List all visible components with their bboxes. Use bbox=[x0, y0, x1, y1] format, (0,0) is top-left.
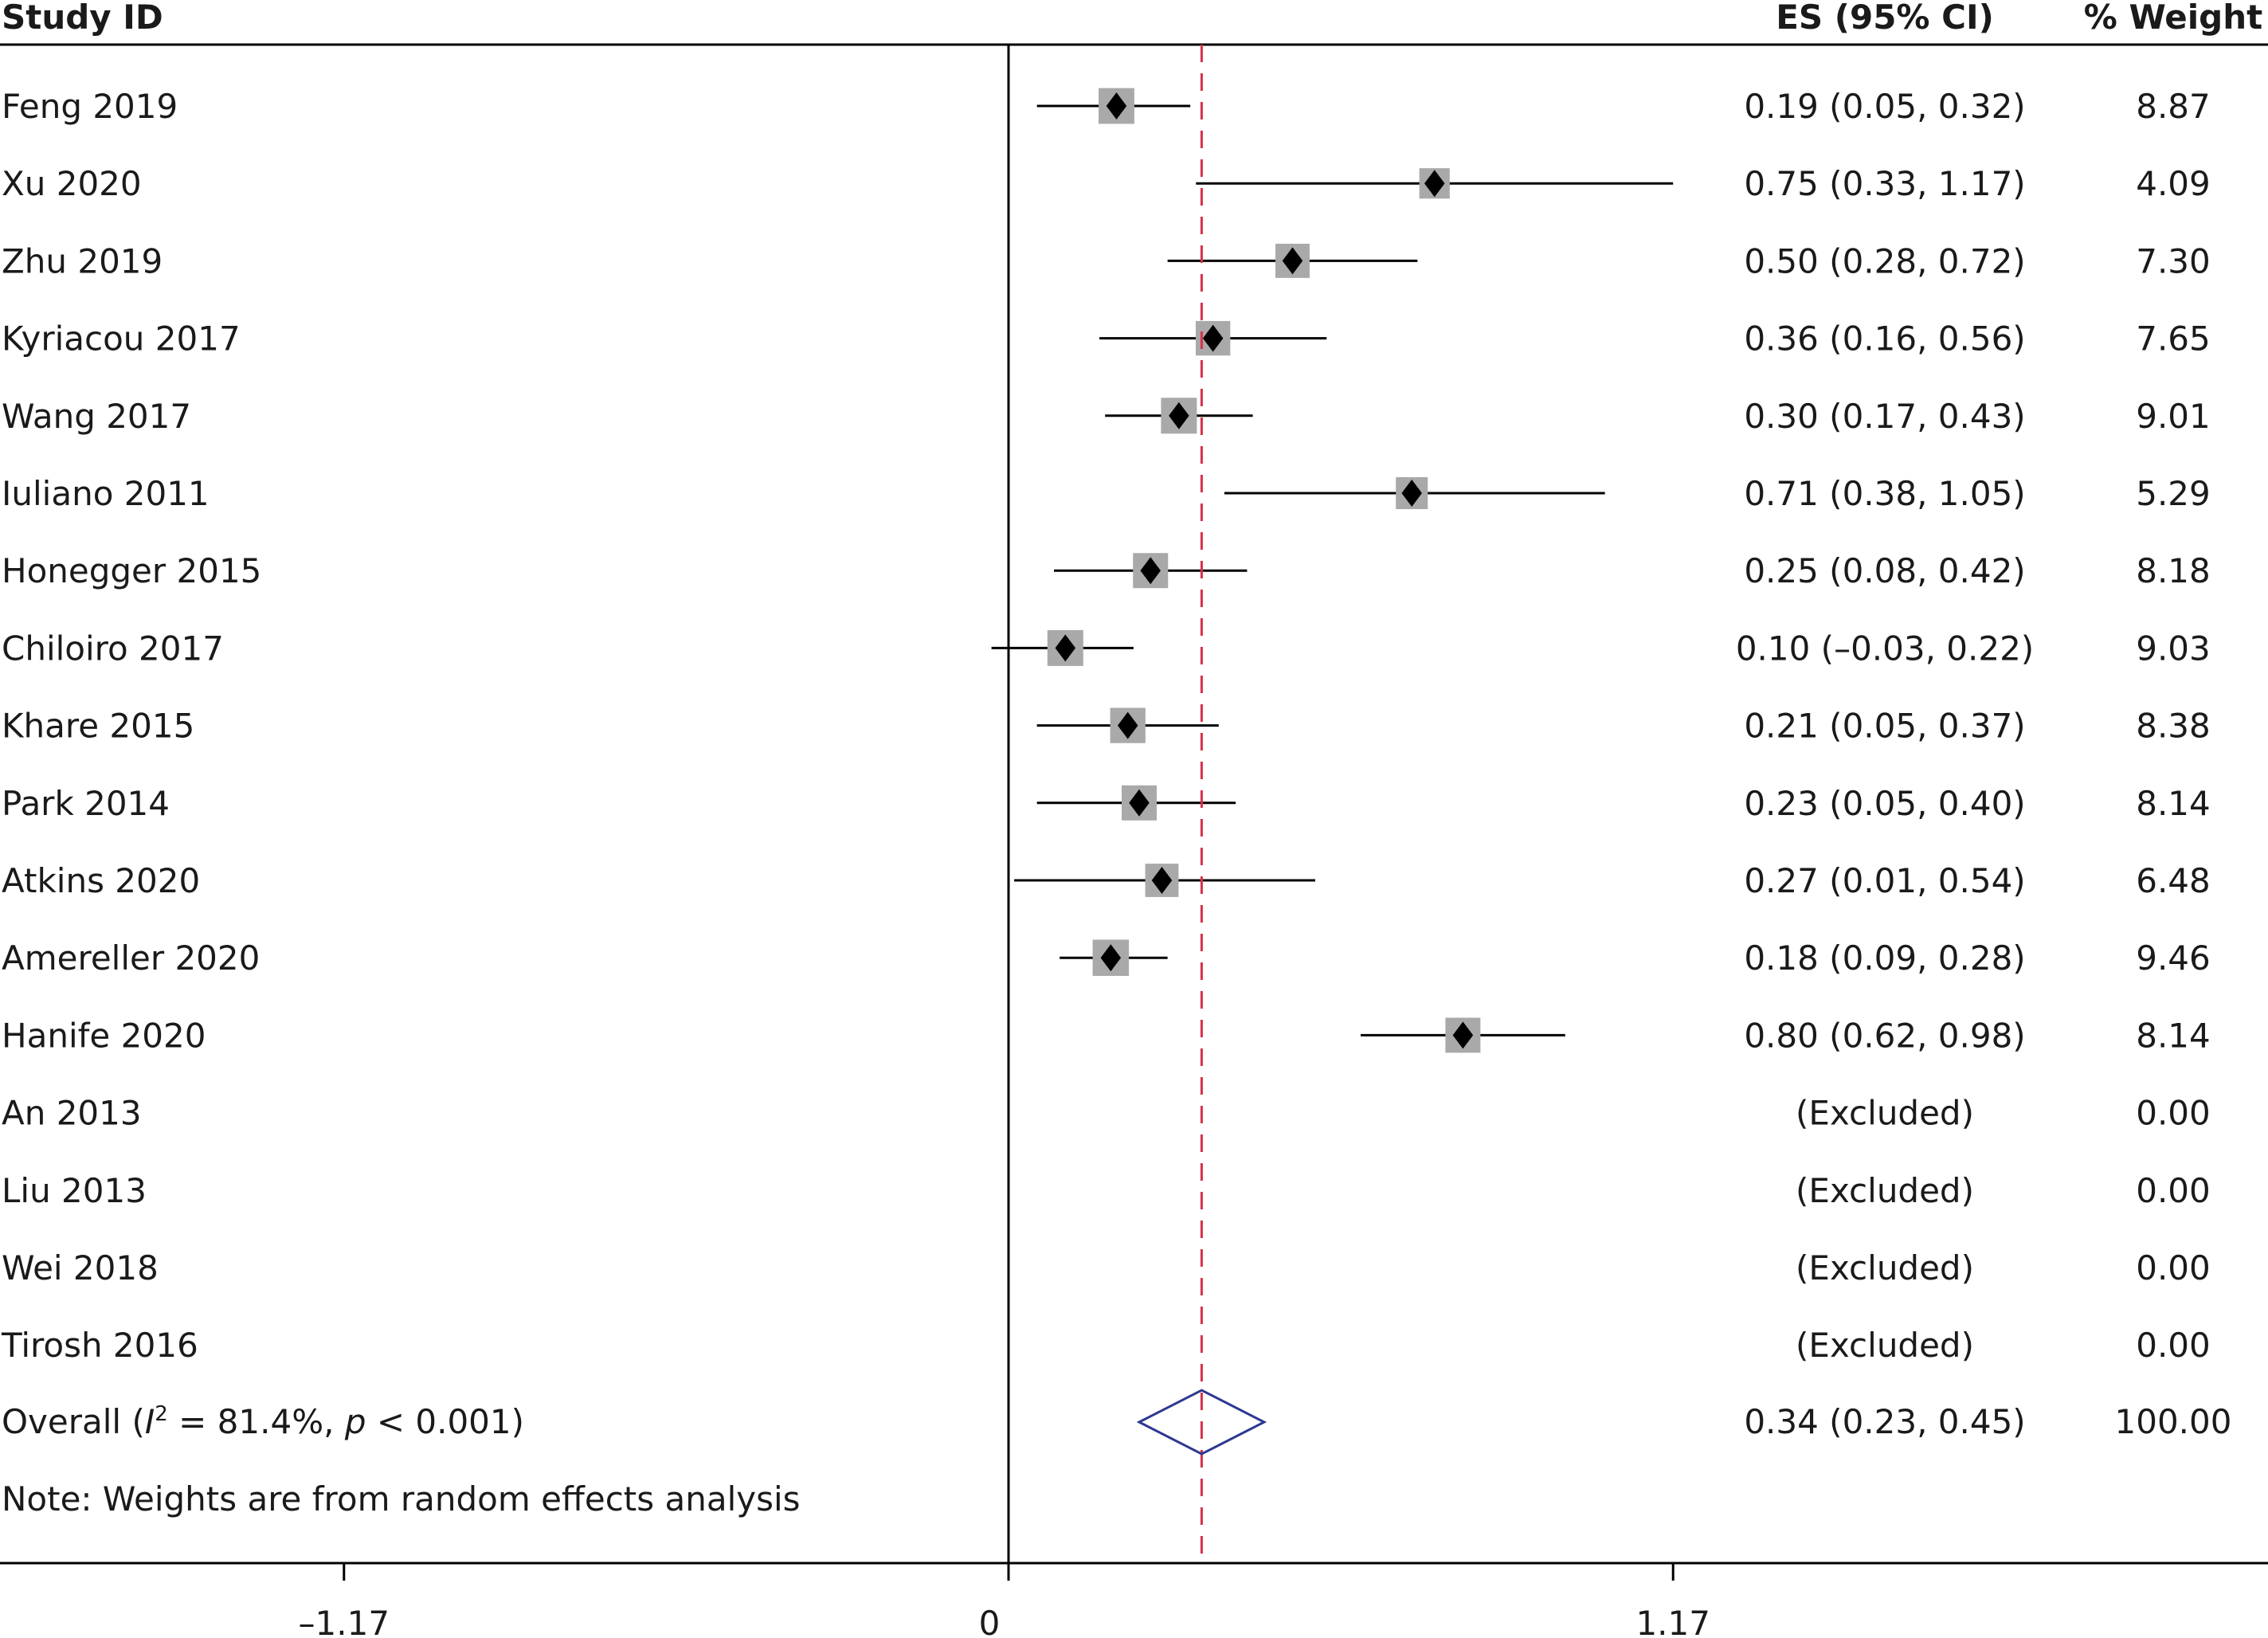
study-weight-text: 4.09 bbox=[2136, 164, 2211, 203]
study-ci-text: 0.19 (0.05, 0.32) bbox=[1744, 87, 2025, 126]
study-weight-text: 8.18 bbox=[2136, 551, 2211, 590]
study-rows: Feng 2019 0.19 (0.05, 0.32) 8.87 Xu 2020 0.7… bbox=[1, 87, 2211, 1365]
study-label: Iuliano 2011 bbox=[2, 474, 210, 513]
study-ci-text: 0.75 (0.33, 1.17) bbox=[1744, 164, 2025, 203]
study-label: Khare 2015 bbox=[2, 707, 194, 746]
overall-weight-text: 100.00 bbox=[2115, 1402, 2232, 1441]
header-study-id: Study ID bbox=[2, 0, 163, 37]
study-weight-text: 9.46 bbox=[2136, 939, 2211, 978]
chart-marks bbox=[991, 88, 1674, 1053]
study-label: Kyriacou 2017 bbox=[2, 319, 241, 359]
study-label: Wang 2017 bbox=[2, 397, 191, 436]
study-ci-text: 0.71 (0.38, 1.05) bbox=[1744, 474, 2025, 513]
study-label: Hanife 2020 bbox=[2, 1016, 206, 1055]
weights-note: Note: Weights are from random effects an… bbox=[2, 1479, 801, 1518]
overall-label-sup: 2 bbox=[155, 1402, 168, 1426]
point-estimate-marker bbox=[1129, 789, 1150, 817]
study-ci-text: 0.50 (0.28, 0.72) bbox=[1744, 241, 2025, 280]
x-tick-label: 0 bbox=[979, 1604, 1001, 1638]
study-weight-text: 8.14 bbox=[2136, 1016, 2211, 1055]
study-ci-text: 0.21 (0.05, 0.37) bbox=[1744, 707, 2025, 746]
point-estimate-marker bbox=[1055, 634, 1076, 662]
study-ci-text: 0.10 (–0.03, 0.22) bbox=[1736, 629, 2034, 668]
study-ci-text: 0.30 (0.17, 0.43) bbox=[1744, 397, 2025, 436]
study-weight-text: 7.65 bbox=[2136, 319, 2211, 359]
overall-label: Overall (I2 = 81.4%, p < 0.001) bbox=[2, 1402, 524, 1441]
study-label: Park 2014 bbox=[2, 784, 170, 823]
overall-label-mid: = 81.4%, bbox=[168, 1402, 345, 1441]
header-es-ci: ES (95% CI) bbox=[1776, 0, 1994, 37]
overall-diamond bbox=[1136, 1389, 1267, 1456]
point-estimate-marker bbox=[1106, 92, 1127, 120]
study-ci-text: (Excluded) bbox=[1796, 1094, 1974, 1133]
study-weight-text: 0.00 bbox=[2136, 1171, 2211, 1210]
study-weight-text: 9.01 bbox=[2136, 397, 2211, 436]
study-ci-text: 0.36 (0.16, 0.56) bbox=[1744, 319, 2025, 359]
x-tick-label: 1.17 bbox=[1635, 1604, 1710, 1638]
point-estimate-marker bbox=[1401, 480, 1422, 507]
study-label: Atkins 2020 bbox=[2, 861, 200, 900]
study-weight-text: 5.29 bbox=[2136, 474, 2211, 513]
study-ci-text: 0.25 (0.08, 0.42) bbox=[1744, 551, 2025, 590]
header-weight: % Weight bbox=[2084, 0, 2262, 37]
study-ci-text: 0.80 (0.62, 0.98) bbox=[1744, 1016, 2025, 1055]
overall-ci-text: 0.34 (0.23, 0.45) bbox=[1744, 1402, 2025, 1441]
study-label: Honegger 2015 bbox=[2, 551, 261, 590]
point-estimate-marker bbox=[1282, 247, 1303, 275]
x-axis-ticks: –1.17 0 1.17 bbox=[299, 1563, 1710, 1638]
point-estimate-marker bbox=[1452, 1021, 1474, 1049]
study-ci-text: (Excluded) bbox=[1796, 1171, 1974, 1210]
study-label: Chiloiro 2017 bbox=[2, 629, 224, 668]
point-estimate-marker bbox=[1151, 867, 1173, 894]
overall-label-suffix: < 0.001) bbox=[366, 1402, 524, 1441]
overall-label-prefix: Overall ( bbox=[2, 1402, 145, 1441]
study-weight-text: 0.00 bbox=[2136, 1094, 2211, 1133]
point-estimate-marker bbox=[1100, 944, 1122, 972]
overall-label-i: I bbox=[145, 1402, 155, 1441]
study-ci-text: (Excluded) bbox=[1796, 1326, 1974, 1365]
study-ci-text: 0.23 (0.05, 0.40) bbox=[1744, 784, 2025, 823]
study-weight-text: 8.38 bbox=[2136, 707, 2211, 746]
study-weight-text: 6.48 bbox=[2136, 861, 2211, 900]
study-label: Amereller 2020 bbox=[2, 939, 260, 978]
overall-label-p: p bbox=[344, 1402, 366, 1441]
x-tick-label: –1.17 bbox=[299, 1604, 390, 1638]
study-label: Zhu 2019 bbox=[2, 241, 163, 280]
study-ci-text: 0.27 (0.01, 0.54) bbox=[1744, 861, 2025, 900]
study-label: Tirosh 2016 bbox=[1, 1326, 198, 1365]
study-label: Feng 2019 bbox=[2, 87, 178, 126]
study-weight-text: 0.00 bbox=[2136, 1326, 2211, 1365]
point-estimate-marker bbox=[1169, 402, 1189, 429]
study-label: Xu 2020 bbox=[2, 164, 142, 203]
point-estimate-marker bbox=[1140, 557, 1161, 585]
study-weight-text: 9.03 bbox=[2136, 629, 2211, 668]
study-weight-text: 8.87 bbox=[2136, 87, 2211, 126]
study-label: Wei 2018 bbox=[2, 1248, 159, 1287]
study-ci-text: (Excluded) bbox=[1796, 1248, 1974, 1287]
study-ci-text: 0.18 (0.09, 0.28) bbox=[1744, 939, 2025, 978]
study-weight-text: 0.00 bbox=[2136, 1248, 2211, 1287]
study-label: An 2013 bbox=[2, 1094, 142, 1133]
point-estimate-marker bbox=[1202, 324, 1224, 352]
study-weight-text: 8.14 bbox=[2136, 784, 2211, 823]
point-estimate-marker bbox=[1424, 170, 1445, 198]
point-estimate-marker bbox=[1117, 711, 1138, 739]
study-weight-text: 7.30 bbox=[2136, 241, 2211, 280]
study-label: Liu 2013 bbox=[2, 1171, 147, 1210]
